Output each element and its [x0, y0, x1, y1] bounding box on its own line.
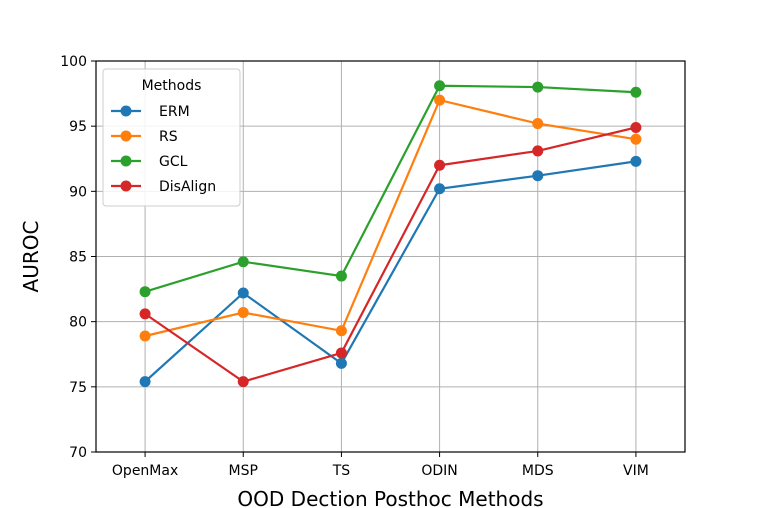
- x-tick-label-openmax: OpenMax: [112, 463, 178, 479]
- x-tick-label-odin: ODIN: [421, 463, 457, 479]
- y-tick-label-100: 100: [60, 54, 87, 70]
- point-erm-vim: [630, 155, 642, 167]
- point-rs-ts: [335, 325, 347, 337]
- point-rs-openmax: [139, 330, 151, 342]
- point-disalign-msp: [237, 376, 249, 388]
- point-erm-msp: [237, 287, 249, 299]
- point-erm-ts: [335, 357, 347, 369]
- legend-title: Methods: [142, 78, 202, 94]
- series-line-rs: [144, 98, 637, 338]
- legend-marker-disalign: [120, 180, 132, 192]
- legend-label-gcl: GCL: [159, 154, 188, 170]
- legend-label-erm: ERM: [159, 104, 190, 120]
- point-rs-msp: [237, 307, 249, 319]
- point-erm-odin: [434, 183, 446, 195]
- point-gcl-msp: [237, 256, 249, 268]
- legend-box: [102, 68, 241, 207]
- ticks-layer: 70 75 80 85 90 95 100 OpenMax MSP TS ODIN MDS VIM: [60, 54, 649, 479]
- x-tick-label-msp: MSP: [229, 463, 258, 479]
- y-tick-label-95: 95: [69, 119, 87, 135]
- legend-marker-gcl: [120, 155, 132, 167]
- y-tick-label-75: 75: [69, 380, 87, 396]
- legend-item-disalign: DisAlign: [111, 179, 216, 195]
- point-disalign-odin: [434, 159, 446, 171]
- point-erm-mds: [532, 170, 544, 182]
- y-tick-label-85: 85: [69, 250, 87, 266]
- point-rs-vim: [630, 133, 642, 145]
- point-gcl-odin: [434, 80, 446, 92]
- point-rs-mds: [532, 118, 544, 130]
- series-layer: [139, 80, 642, 388]
- point-gcl-ts: [335, 270, 347, 282]
- legend: Methods ERM RS GCL DisAlign: [102, 68, 241, 207]
- point-gcl-vim: [630, 86, 642, 98]
- point-disalign-ts: [335, 347, 347, 359]
- point-gcl-openmax: [139, 286, 151, 298]
- series-line-gcl: [144, 84, 636, 293]
- x-tick-label-vim: VIM: [623, 463, 649, 479]
- y-axis-label: AUROC: [19, 221, 43, 293]
- legend-items: ERM RS GCL DisAlign: [111, 104, 216, 195]
- legend-label-rs: RS: [159, 129, 178, 145]
- point-disalign-mds: [532, 145, 544, 157]
- x-axis-label: OOD Dection Posthoc Methods: [237, 487, 543, 508]
- legend-marker-rs: [120, 130, 132, 142]
- x-tick-label-ts: TS: [332, 463, 351, 479]
- point-rs-odin: [434, 94, 446, 106]
- series-gcl: [139, 80, 642, 298]
- y-tick-label-70: 70: [69, 445, 87, 461]
- series-line-erm: [144, 160, 637, 383]
- point-gcl-mds: [532, 81, 544, 93]
- point-erm-openmax: [139, 376, 151, 388]
- series-erm: [139, 155, 642, 388]
- y-tick-label-90: 90: [69, 184, 87, 200]
- legend-item-erm: ERM: [111, 104, 190, 120]
- series-rs: [139, 94, 642, 342]
- series-line-disalign: [144, 126, 637, 383]
- point-disalign-openmax: [139, 308, 151, 320]
- series-disalign: [139, 121, 642, 388]
- y-tick-label-80: 80: [69, 315, 87, 331]
- legend-item-rs: RS: [111, 129, 178, 145]
- x-tick-label-mds: MDS: [522, 463, 554, 479]
- legend-marker-erm: [120, 105, 132, 117]
- legend-item-gcl: GCL: [111, 154, 188, 170]
- point-disalign-vim: [630, 121, 642, 133]
- legend-label-disalign: DisAlign: [159, 179, 216, 195]
